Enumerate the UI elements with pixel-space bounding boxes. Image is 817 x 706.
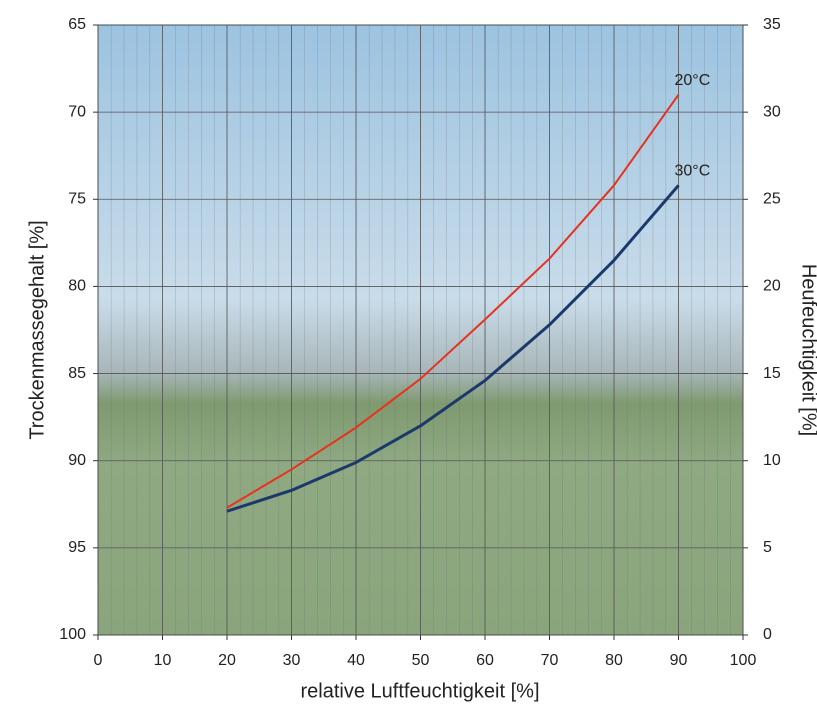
x-tick-label: 30: [283, 652, 301, 669]
x-tick-label: 100: [730, 652, 757, 669]
x-tick-label: 40: [347, 652, 365, 669]
series-label: 30°C: [675, 163, 711, 180]
x-tick-label: 70: [541, 652, 559, 669]
y-axis-title: Trockenmassegehalt [%]: [26, 220, 48, 439]
y2-tick-label: 30: [763, 103, 781, 120]
y-tick-label: 80: [68, 278, 86, 295]
y-tick-label: 100: [59, 626, 86, 643]
y-tick-label: 75: [68, 191, 86, 208]
y-tick-label: 65: [68, 16, 86, 33]
y-tick-label: 85: [68, 365, 86, 382]
y2-tick-label: 5: [763, 539, 772, 556]
x-tick-label: 10: [154, 652, 172, 669]
y2-tick-label: 0: [763, 626, 772, 643]
y-tick-label: 95: [68, 539, 86, 556]
y2-tick-label: 25: [763, 191, 781, 208]
x-tick-label: 20: [218, 652, 236, 669]
x-tick-label: 80: [605, 652, 623, 669]
x-tick-label: 90: [670, 652, 688, 669]
series-line: [226, 184, 680, 513]
y-tick-label: 70: [68, 103, 86, 120]
y2-axis-title: Heufeuchtigkeit [%]: [798, 264, 817, 436]
x-axis-title: relative Luftfeuchtigkeit [%]: [300, 680, 539, 702]
x-tick-label: 60: [476, 652, 494, 669]
series-line: [226, 94, 680, 509]
y2-tick-label: 15: [763, 365, 781, 382]
y2-tick-label: 10: [763, 452, 781, 469]
x-tick-label: 0: [94, 652, 103, 669]
y2-tick-label: 20: [763, 278, 781, 295]
y2-tick-label: 35: [763, 16, 781, 33]
y-tick-label: 90: [68, 452, 86, 469]
x-tick-label: 50: [412, 652, 430, 669]
series-label: 20°C: [675, 72, 711, 89]
